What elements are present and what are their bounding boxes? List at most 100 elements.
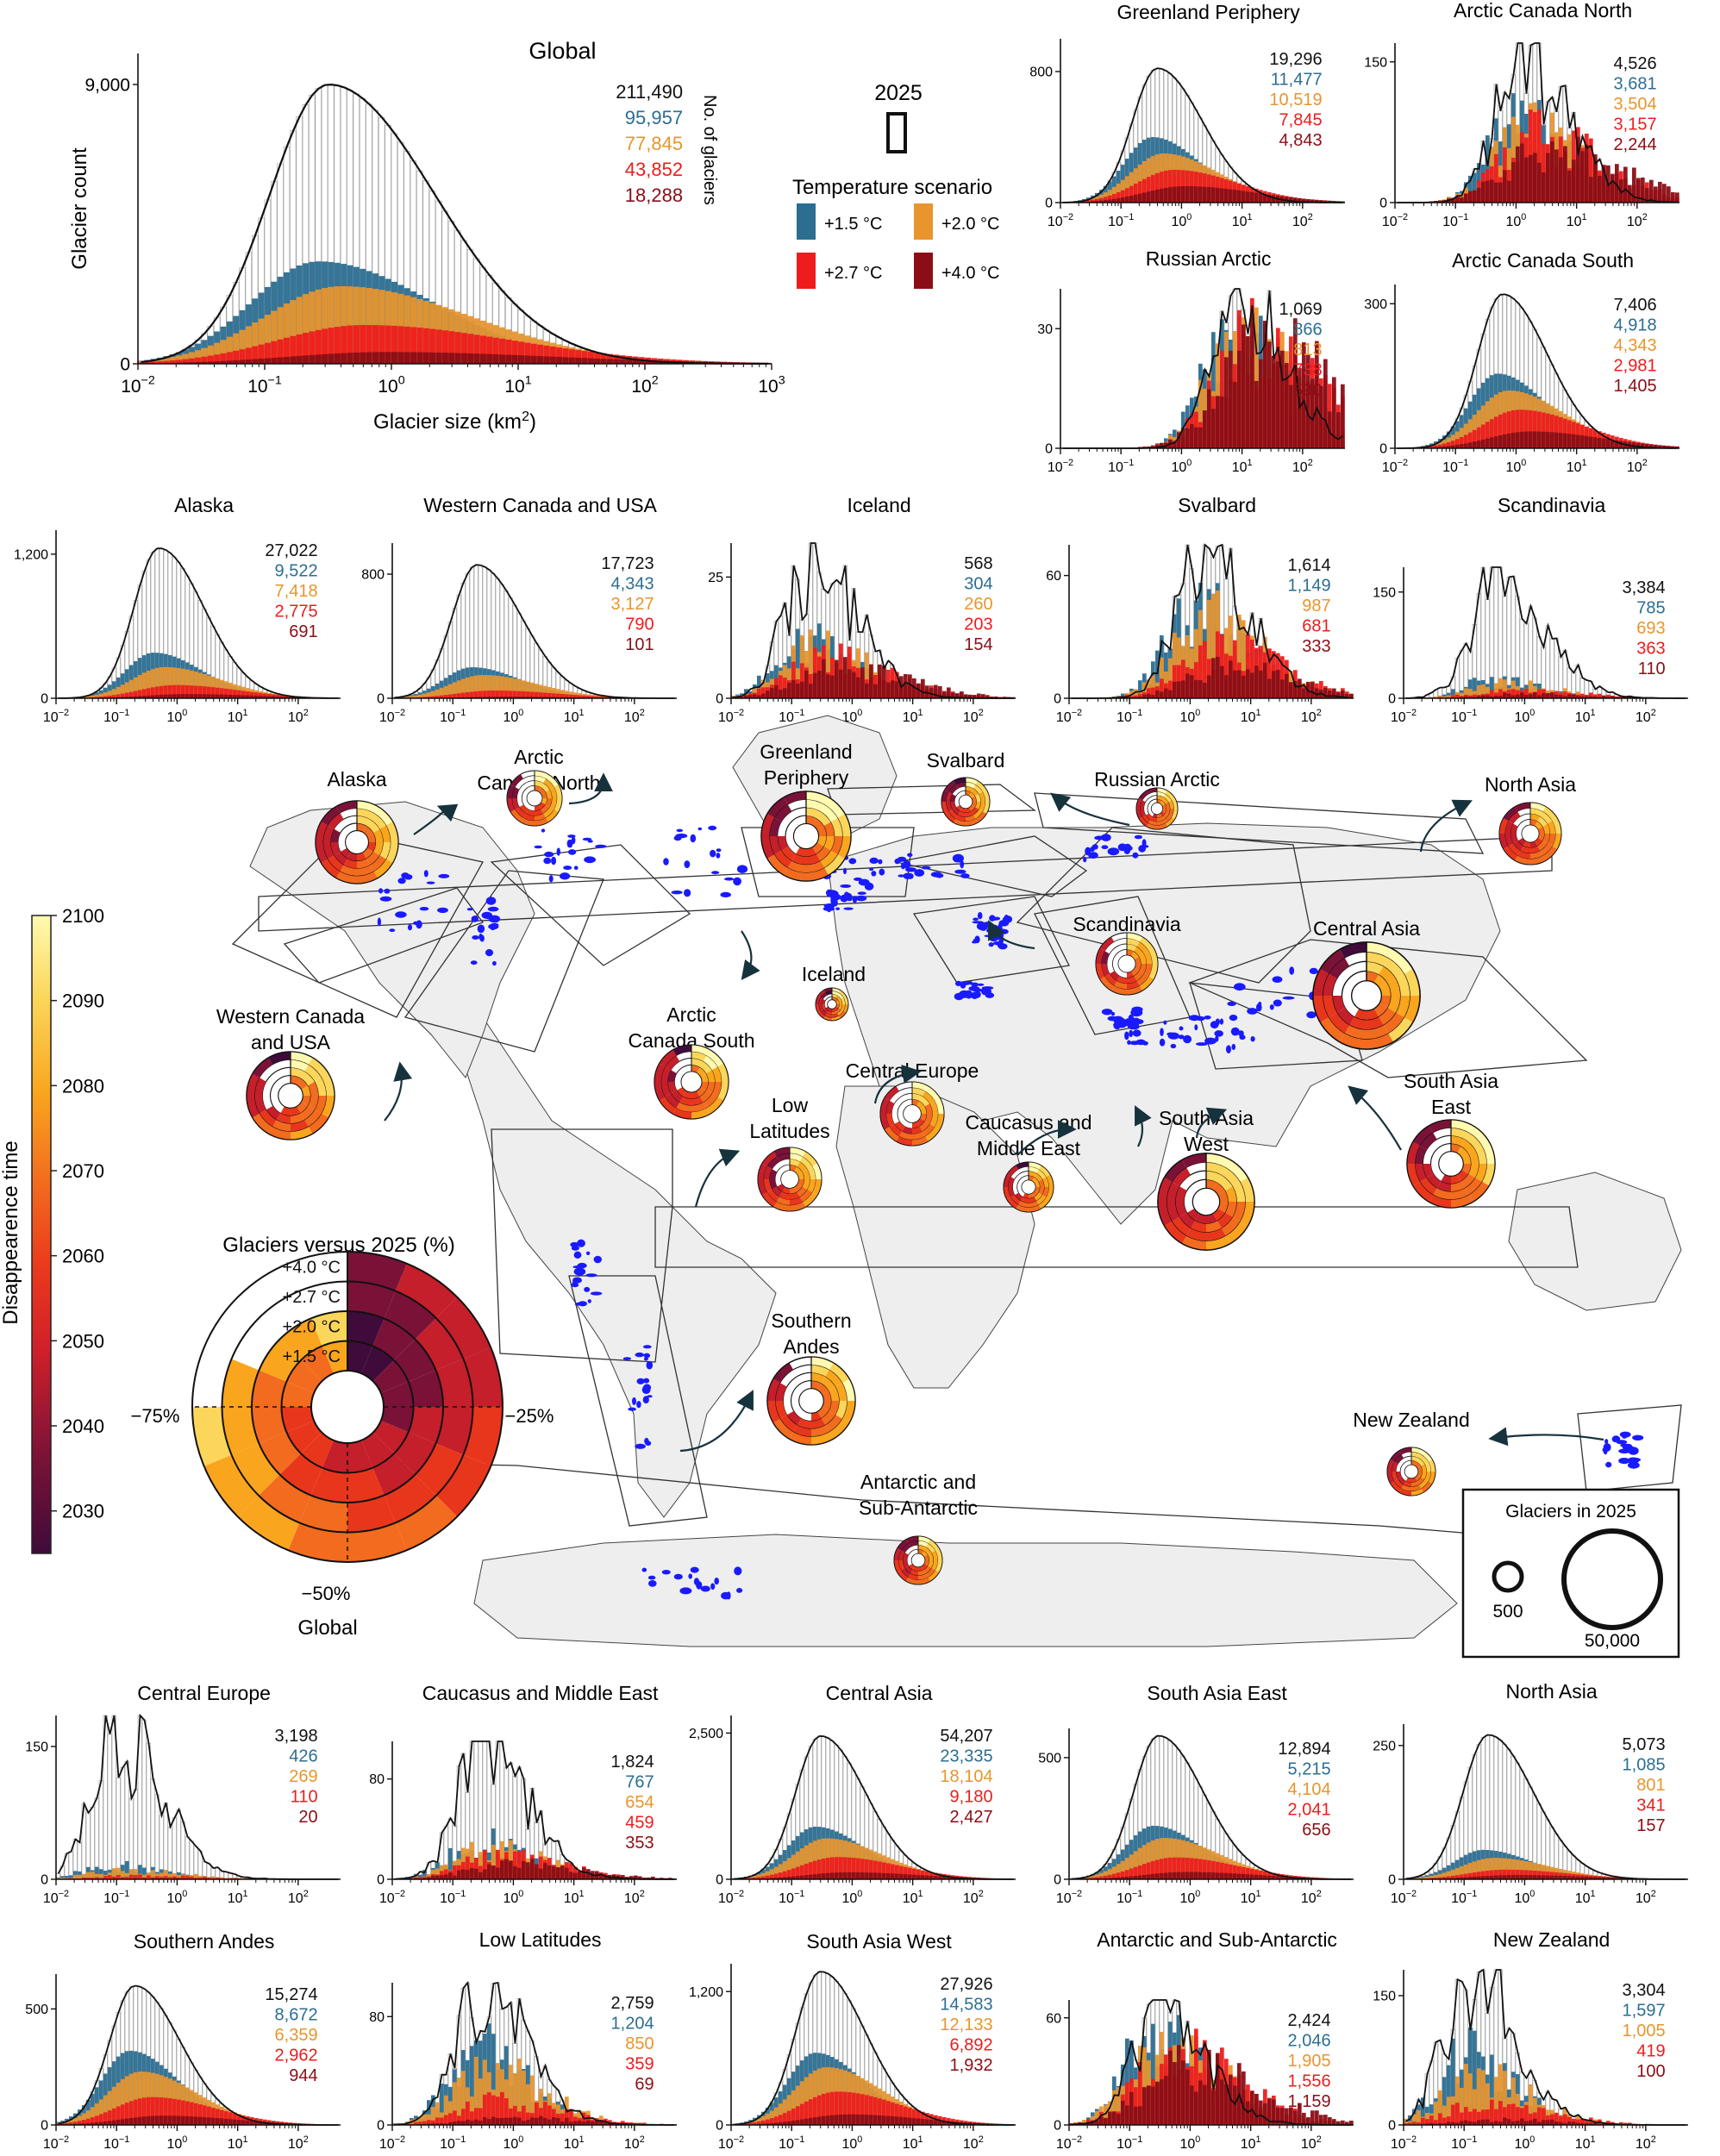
bar-s40 [757, 695, 761, 698]
bar-s40 [839, 669, 843, 698]
bar-s20 [1134, 689, 1138, 698]
bar-s40 [1455, 444, 1460, 448]
bar-s40 [1250, 191, 1254, 203]
bar-s27 [435, 696, 440, 698]
bar-s40 [1142, 192, 1147, 203]
bar-s40 [1233, 190, 1237, 203]
bar-s20 [539, 684, 543, 698]
y-tick-label: 150 [1364, 55, 1387, 70]
bar-s20 [195, 350, 202, 364]
bar-s40 [578, 1871, 582, 1879]
bar-s40 [1580, 151, 1585, 203]
bar-s27 [207, 355, 214, 364]
bar-s20 [134, 677, 138, 698]
bar-s40 [552, 1866, 556, 1879]
bar-s27 [573, 695, 578, 698]
count-label: 3,127 [611, 595, 654, 614]
x-tick-label: 10−2 [43, 708, 69, 725]
count-label: 269 [289, 1767, 317, 1786]
bar-s27 [1546, 413, 1550, 448]
bar-s40 [1233, 381, 1237, 448]
bar-s40 [241, 695, 246, 698]
bar-s40 [486, 353, 493, 364]
bar-s40 [1503, 434, 1507, 448]
bar-s20 [252, 322, 259, 364]
bar-s40 [233, 695, 237, 698]
bar-s40 [1567, 171, 1572, 203]
bar-s40 [328, 353, 335, 364]
y-tick-label: 300 [1364, 297, 1387, 312]
bar-s40 [787, 683, 791, 698]
bar-s40 [1485, 438, 1490, 448]
bar-s40 [1250, 672, 1254, 698]
bar-s20 [461, 678, 466, 698]
bar-s27 [290, 335, 297, 364]
bar-s40 [1246, 335, 1250, 448]
bar-s40 [1220, 188, 1224, 203]
bar-s20 [99, 693, 103, 698]
bar-s40 [1615, 440, 1619, 448]
bar-s40 [1589, 177, 1593, 203]
panel-title: Western Canada and USA [423, 494, 657, 516]
bar-s40 [1589, 436, 1593, 448]
bar-s27 [1494, 416, 1498, 448]
bar-s20 [296, 297, 303, 364]
bar-s40 [1580, 435, 1585, 448]
bar-s40 [1598, 438, 1602, 448]
bar-s40 [1185, 673, 1190, 698]
x-tick-label: 100 [1171, 458, 1191, 475]
bar-s40 [1216, 396, 1220, 448]
bar-s40 [594, 358, 601, 364]
bar-s20 [414, 695, 418, 698]
bar-s27 [518, 341, 525, 364]
count-label: 7,418 [275, 582, 318, 601]
count-label: 27,022 [265, 541, 317, 560]
x-tick-label: 10−2 [43, 1889, 69, 1906]
bar-s40 [1263, 321, 1267, 448]
bar-s40 [1328, 411, 1332, 448]
count-label: 767 [625, 1773, 654, 1792]
bar-s20 [431, 691, 435, 698]
bar-s40 [403, 352, 410, 364]
bar-s40 [826, 674, 830, 698]
bar-s27 [125, 692, 129, 698]
bar-s20 [258, 318, 265, 364]
bar-s20 [303, 294, 310, 364]
count-label: 211,490 [616, 81, 683, 103]
bar-s40 [582, 1867, 586, 1879]
bar-s40 [207, 694, 211, 698]
bar-s20 [95, 694, 99, 698]
bar-s40 [159, 694, 164, 698]
bar-s27 [1095, 198, 1099, 203]
panel-title: Iceland [847, 494, 911, 516]
bar-s27 [1112, 193, 1116, 203]
bar-s40 [1315, 199, 1319, 203]
bar-s40 [177, 694, 181, 698]
bar-s40 [1302, 342, 1306, 448]
bar-s27 [1168, 680, 1173, 698]
bar-s40 [539, 1868, 543, 1879]
bar-s27 [800, 663, 804, 698]
bar-s20 [194, 672, 198, 698]
bar-2025 [68, 1851, 73, 1880]
y-tick-label: 800 [361, 568, 385, 583]
bar-s40 [947, 687, 951, 698]
bar-s40 [1194, 427, 1198, 448]
count-label: 3,384 [1623, 578, 1666, 597]
bar-s40 [1138, 697, 1142, 698]
bar-s20 [169, 356, 176, 364]
bar-s40 [847, 1872, 852, 1879]
bar-s27 [1233, 640, 1237, 698]
bar-s40 [1554, 149, 1559, 203]
bar-s27 [372, 325, 378, 364]
bar-s20 [474, 675, 478, 698]
bar-s40 [1645, 188, 1649, 203]
bar-s27 [1173, 170, 1177, 203]
x-tick-label: 10−2 [1048, 458, 1073, 475]
x-tick-label: 101 [504, 374, 531, 397]
bar-s27 [1168, 170, 1173, 203]
bar-s27 [479, 335, 486, 364]
bar-s40 [203, 694, 207, 698]
bar-s40 [1237, 190, 1242, 203]
bar-s40 [1246, 191, 1250, 203]
